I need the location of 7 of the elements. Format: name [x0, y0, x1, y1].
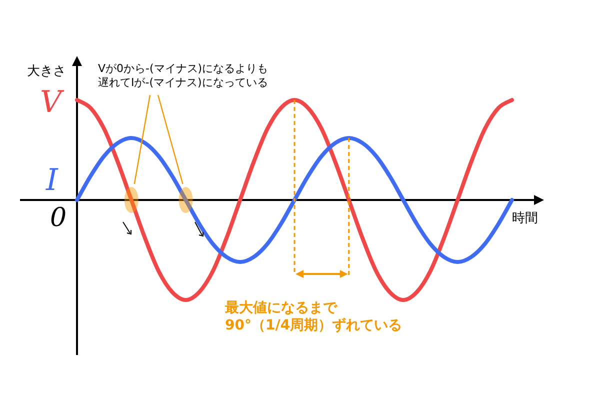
x-axis-title: 時間 [512, 211, 538, 226]
series-label: I [45, 163, 59, 198]
text: 0 [50, 203, 67, 233]
y-axis-title: 大きさ [27, 64, 66, 79]
series-label: V [40, 85, 65, 120]
annotation: 最大値になるまで90°（1/4周期）ずれている [224, 300, 402, 334]
text: Vが0から-(マイナス)になるよりも遅れてIが-(マイナス)になっている [98, 62, 268, 89]
